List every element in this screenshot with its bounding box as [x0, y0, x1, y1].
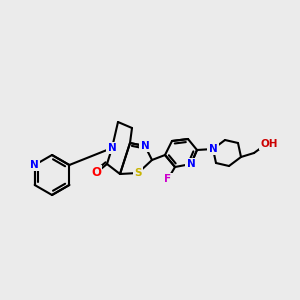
Text: O: O: [91, 167, 101, 179]
Text: N: N: [108, 143, 116, 153]
Text: N: N: [208, 144, 217, 154]
Text: S: S: [134, 168, 142, 178]
Text: F: F: [164, 174, 172, 184]
Text: OH: OH: [260, 139, 278, 149]
Text: N: N: [187, 159, 195, 169]
Text: N: N: [141, 141, 149, 151]
Text: N: N: [30, 160, 39, 170]
